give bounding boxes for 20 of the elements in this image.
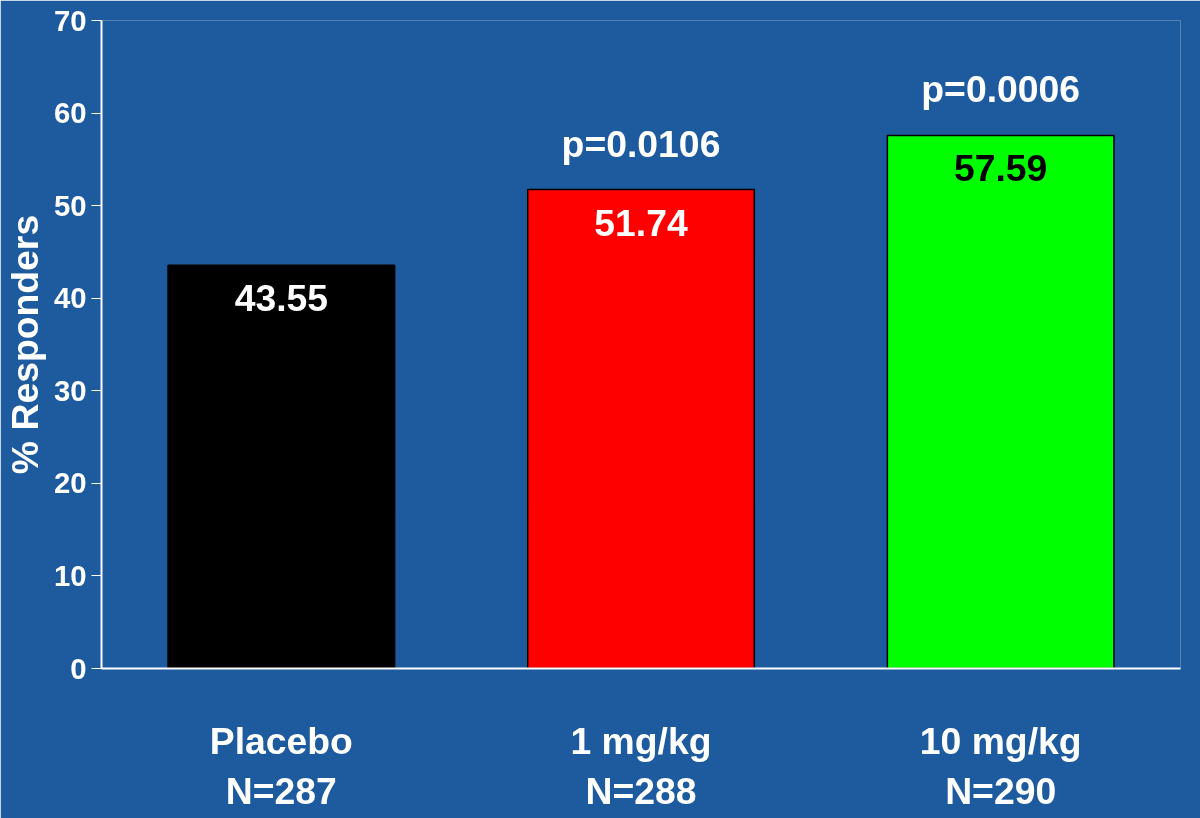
x-tick-label: 10 mg/kg N=290 bbox=[919, 719, 1082, 812]
bar bbox=[167, 264, 396, 669]
y-axis-title: % Responders bbox=[3, 214, 46, 475]
y-tick-label: 50 bbox=[53, 188, 87, 222]
y-tick-label: 70 bbox=[53, 3, 87, 37]
annotation: p=0.0106 bbox=[561, 122, 721, 165]
y-tick-label: 20 bbox=[53, 466, 87, 500]
y-tick-label: 0 bbox=[70, 651, 87, 685]
y-tick-label: 40 bbox=[53, 281, 87, 315]
y-tick-label: 10 bbox=[53, 558, 87, 592]
bar bbox=[526, 188, 756, 669]
x-tick-label: 1 mg/kg N=288 bbox=[570, 719, 712, 812]
y-tick-label: 30 bbox=[53, 373, 87, 407]
y-tick-label: 60 bbox=[53, 96, 87, 130]
data-label: 57.59 bbox=[953, 147, 1048, 190]
data-label: 51.74 bbox=[594, 201, 688, 244]
bar bbox=[886, 134, 1115, 669]
annotation: p=0.0006 bbox=[921, 68, 1081, 111]
x-tick-label: Placebo N=287 bbox=[209, 719, 353, 812]
data-label: 43.55 bbox=[234, 277, 329, 320]
